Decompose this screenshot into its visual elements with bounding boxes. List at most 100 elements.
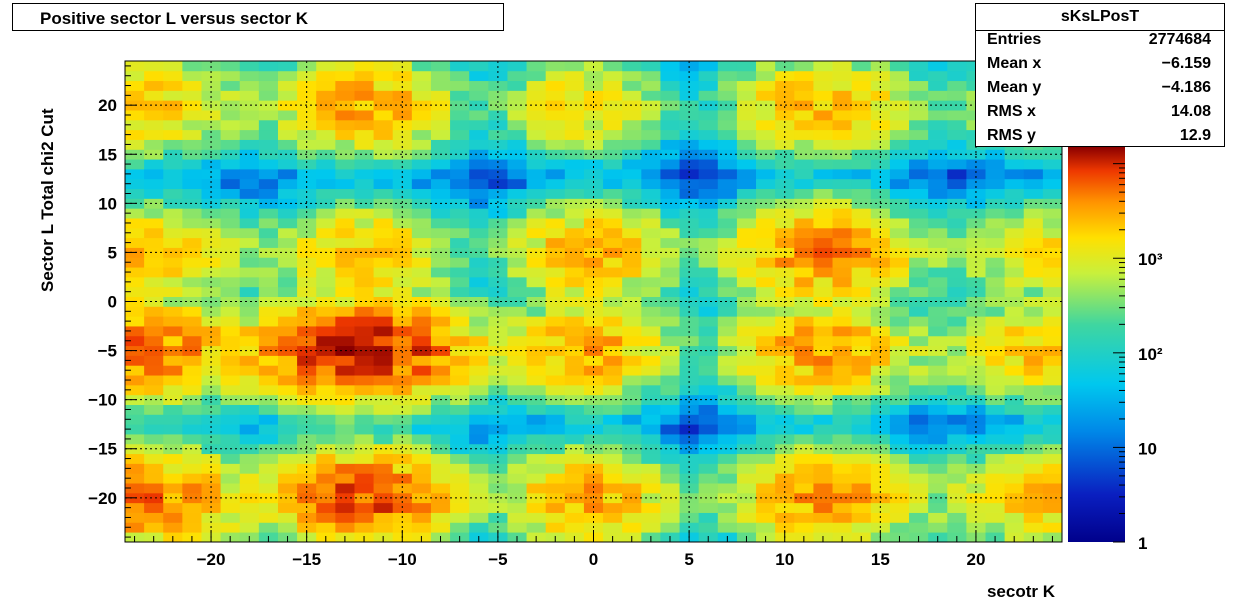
heatmap-cell [889, 237, 910, 248]
heatmap-cell [450, 237, 470, 248]
heatmap-cell [717, 149, 738, 160]
heatmap-cell [698, 345, 719, 356]
heatmap-cell [756, 316, 776, 327]
heatmap-cell [392, 394, 413, 405]
heatmap-cell [909, 168, 929, 180]
heatmap-cell [526, 335, 547, 347]
heatmap-cell [564, 168, 585, 180]
heatmap-cell [698, 80, 719, 91]
heatmap-cell [794, 90, 814, 101]
heatmap-cell [125, 286, 145, 297]
heatmap-cell [564, 70, 585, 82]
heatmap-cell [717, 443, 738, 455]
heatmap-cell [125, 139, 145, 150]
heatmap-cell [717, 80, 738, 91]
heatmap-cell [641, 326, 661, 337]
heatmap-cell [603, 70, 623, 82]
heatmap-cell [947, 61, 967, 72]
heatmap-cell [813, 522, 833, 533]
heatmap-cell [564, 502, 585, 513]
heatmap-cell [163, 61, 183, 72]
heatmap-cell [411, 168, 432, 180]
heatmap-cell [583, 178, 604, 190]
heatmap-cell [373, 326, 394, 337]
heatmap-cell [545, 463, 566, 474]
heatmap-cell [277, 276, 298, 288]
heatmap-cell [144, 286, 164, 297]
heatmap-cell [985, 384, 1006, 396]
heatmap-cell [985, 473, 1006, 484]
y-tick-label: 10 [98, 194, 117, 213]
heatmap-cell [985, 316, 1006, 327]
heatmap-cell [603, 188, 623, 199]
heatmap-cell [603, 149, 623, 160]
heatmap-cell [201, 434, 222, 445]
heatmap-cell [277, 100, 298, 111]
heatmap-cell [966, 483, 986, 494]
heatmap-cell [144, 296, 164, 307]
heatmap-cell [889, 365, 910, 376]
heatmap-cell [870, 434, 891, 445]
heatmap-cell [220, 119, 241, 131]
heatmap-cell [889, 218, 910, 229]
heatmap-cell [373, 316, 394, 327]
heatmap-cell [889, 375, 910, 386]
heatmap-cell [947, 522, 967, 533]
heatmap-cell [564, 80, 585, 91]
heatmap-cell [832, 100, 853, 111]
heatmap-cell [698, 502, 719, 513]
heatmap-cell [201, 178, 222, 190]
heatmap-cell [660, 512, 680, 523]
heatmap-cell [717, 90, 738, 101]
heatmap-cell [297, 453, 317, 464]
heatmap-cell [526, 355, 547, 366]
heatmap-cell [392, 473, 413, 484]
stat-row-rms-y: RMS y 12.9 [976, 127, 1224, 151]
heatmap-cell [430, 355, 451, 366]
heatmap-cell [316, 502, 336, 513]
heatmap-cell [813, 306, 833, 317]
stat-value: −6.159 [1161, 55, 1211, 72]
heatmap-cell [736, 335, 757, 347]
heatmap-cell [985, 512, 1006, 523]
heatmap-cell [603, 247, 623, 258]
heatmap-cell [201, 355, 222, 366]
heatmap-cell [698, 394, 719, 405]
heatmap-cell [794, 522, 814, 533]
heatmap-cell [641, 257, 661, 268]
heatmap-cell [947, 296, 967, 307]
heatmap-cell [660, 384, 680, 396]
heatmap-cell [889, 306, 910, 317]
heatmap-cell [928, 306, 948, 317]
heatmap-cell [526, 316, 547, 327]
heatmap-cell [220, 139, 241, 150]
heatmap-cell [297, 355, 317, 366]
heatmap-cell [564, 424, 585, 435]
heatmap-cell [373, 218, 394, 229]
heatmap-cell [507, 414, 527, 425]
heatmap-cell [258, 463, 279, 474]
x-tick-label: 15 [871, 550, 890, 569]
heatmap-cell [928, 316, 948, 327]
heatmap-cell [392, 453, 413, 464]
heatmap-cell [144, 483, 164, 494]
heatmap-cell [909, 90, 929, 101]
colorbar [1068, 147, 1125, 542]
heatmap-cell [928, 355, 948, 366]
heatmap-cell [507, 483, 527, 494]
heatmap-cell [966, 424, 986, 435]
heatmap-cell [335, 326, 355, 337]
heatmap-cell [507, 384, 527, 396]
heatmap-cell [201, 483, 222, 494]
heatmap-cell [335, 168, 355, 180]
heatmap-cell [909, 61, 929, 72]
heatmap-cell [603, 100, 623, 111]
heatmap-cell [736, 404, 757, 415]
heatmap-cell [583, 188, 604, 199]
heatmap-cell [526, 404, 547, 415]
heatmap-cell [239, 168, 260, 180]
heatmap-cell [1004, 443, 1025, 455]
heatmap-cell [775, 139, 795, 150]
heatmap-cell [1004, 404, 1025, 415]
heatmap-cell [258, 149, 279, 160]
